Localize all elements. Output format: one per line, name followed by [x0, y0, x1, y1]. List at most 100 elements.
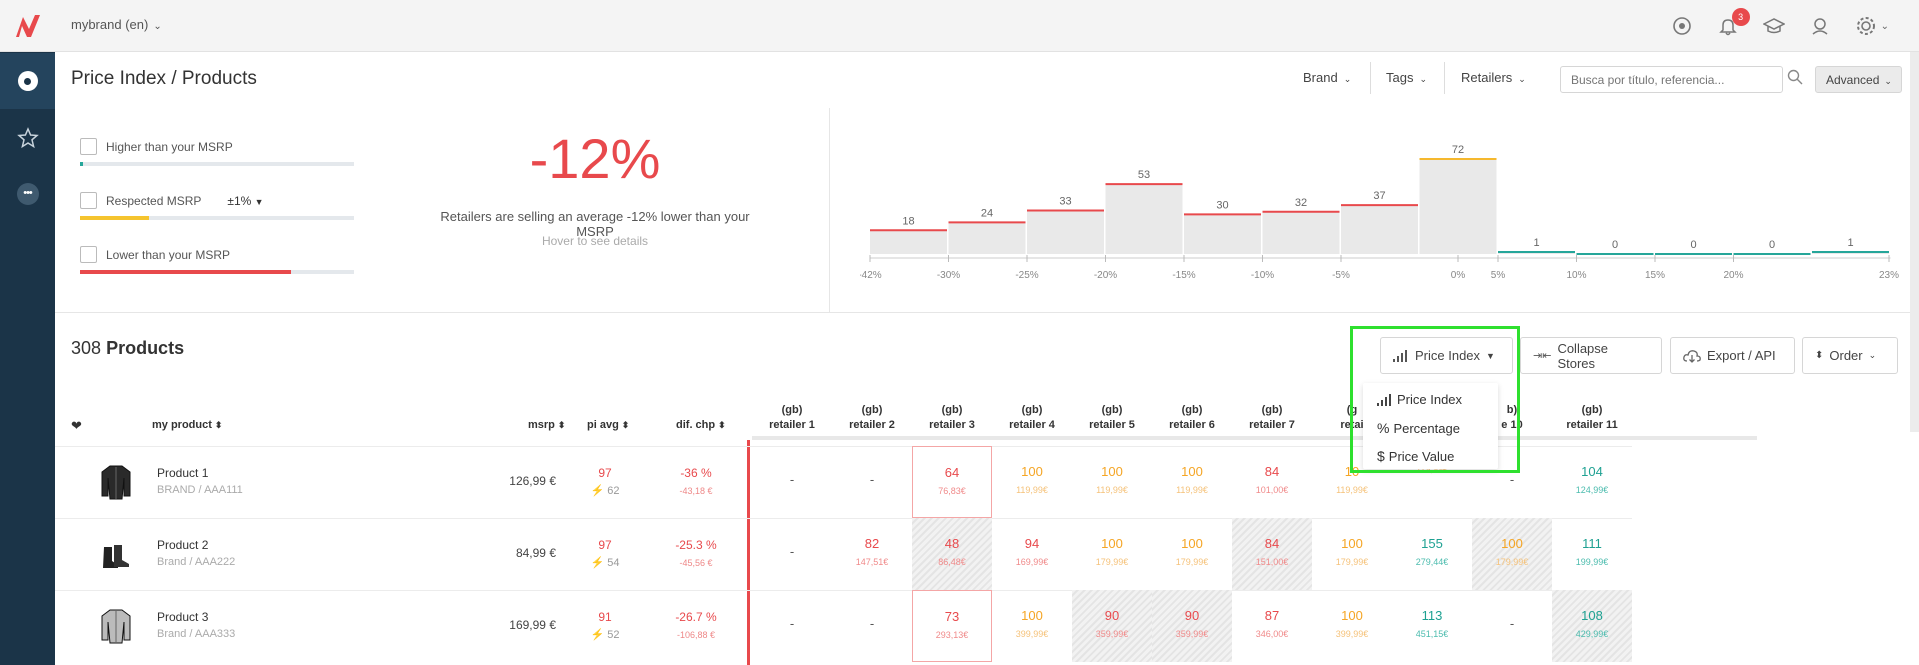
graduation-cap-icon[interactable] — [1762, 15, 1785, 37]
retailer-cell[interactable]: 100 179,99€ — [1312, 518, 1392, 590]
histogram-value-label: 0 — [1690, 239, 1696, 251]
filter-lower[interactable]: Lower than your MSRP — [80, 246, 230, 263]
histogram-bin[interactable]: 18 — [870, 215, 947, 254]
collapse-stores-button[interactable]: ⇥⇤ Collapse Stores — [1520, 337, 1662, 374]
retailer-cell[interactable]: 48 86,48€ — [912, 518, 992, 590]
column-msrp[interactable]: msrp ⬍ — [528, 419, 565, 431]
vertical-scrollbar[interactable] — [1910, 52, 1919, 432]
retailer-cell[interactable]: - — [752, 590, 832, 662]
search-icon[interactable] — [1787, 69, 1803, 85]
support-agent-icon[interactable] — [1809, 15, 1831, 37]
favorite-column-heart-icon[interactable]: ❤ — [71, 418, 82, 433]
price-index-selector[interactable]: Price Index ▼ — [1380, 337, 1513, 374]
settings-menu[interactable]: ⌄ — [1855, 15, 1889, 37]
tags-filter[interactable]: Tags ⌄ — [1386, 70, 1427, 85]
filter-higher[interactable]: Higher than your MSRP — [80, 138, 233, 155]
retailer-cell[interactable]: 100 119,99€ — [1072, 446, 1152, 518]
column-dif-chp[interactable]: dif. chp ⬍ — [676, 419, 726, 431]
brand-selector[interactable]: mybrand (en) ⌄ — [71, 17, 162, 32]
retailer-column-header[interactable]: (gb) retailer 11 — [1552, 403, 1632, 433]
retailer-cell[interactable]: 82 147,51€ — [832, 518, 912, 590]
retailer-cell[interactable]: 119,99€ — [1392, 446, 1472, 518]
retailer-column-header[interactable]: (gb) retailer 1 — [752, 403, 832, 433]
product-name[interactable]: Product 3 — [157, 610, 209, 624]
histogram-bin[interactable]: 0 — [1576, 239, 1654, 255]
column-my-product[interactable]: my product ⬍ — [152, 419, 222, 431]
retailer-cell[interactable]: - — [1472, 446, 1552, 518]
product-name[interactable]: Product 2 — [157, 538, 209, 552]
histogram-bin[interactable]: 53 — [1105, 169, 1183, 254]
advanced-button[interactable]: Advanced ⌄ — [1815, 66, 1902, 93]
retailer-cell[interactable]: 113 451,15€ — [1392, 590, 1472, 662]
signal-bars-icon — [1377, 393, 1391, 406]
retailer-column-header[interactable]: (gb) retailer 2 — [832, 403, 912, 433]
brand-logo[interactable] — [14, 13, 42, 39]
higher-checkbox[interactable] — [80, 138, 97, 155]
retailer-cell[interactable]: 87 346,00€ — [1232, 590, 1312, 662]
histogram-bin[interactable]: 72 — [1419, 144, 1497, 254]
retailer-column-header[interactable]: (gb) retailer 5 — [1072, 403, 1152, 433]
retailer-cell[interactable]: - — [752, 518, 832, 590]
sidebar-item-more[interactable]: ••• — [0, 166, 55, 222]
cell-index: 64 — [944, 465, 960, 480]
lower-checkbox[interactable] — [80, 246, 97, 263]
retailer-cell[interactable]: 104 124,99€ — [1552, 446, 1632, 518]
column-pi-avg[interactable]: pi avg ⬍ — [587, 419, 629, 431]
filter-respected[interactable]: Respected MSRP ±1% ▼ — [80, 192, 264, 209]
retailer-cell[interactable]: - — [832, 590, 912, 662]
search-input[interactable] — [1560, 66, 1783, 93]
sidebar-item-favorites[interactable] — [0, 110, 55, 166]
retailer-cell[interactable]: 100 179,99€ — [1072, 518, 1152, 590]
retailer-column-header[interactable]: (gb) retailer 7 — [1232, 403, 1312, 433]
dropdown-item-percentage[interactable]: % Percentage — [1377, 420, 1460, 436]
histogram-bin[interactable]: 33 — [1027, 195, 1104, 254]
retailer-cell[interactable]: 90 359,99€ — [1072, 590, 1152, 662]
retailer-cell[interactable]: 100 399,99€ — [1312, 590, 1392, 662]
retailer-cell[interactable]: 94 169,99€ — [992, 518, 1072, 590]
respected-checkbox[interactable] — [80, 192, 97, 209]
retailer-cell[interactable]: 100 399,99€ — [992, 590, 1072, 662]
retailer-cell[interactable]: 84 101,00€ — [1232, 446, 1312, 518]
histogram-tick-label: -25% — [1015, 270, 1038, 281]
retailer-cell[interactable]: 100 119,99€ — [992, 446, 1072, 518]
brand-filter[interactable]: Brand ⌄ — [1303, 70, 1351, 85]
order-button[interactable]: ⬍ Order ⌄ — [1802, 337, 1898, 374]
dropdown-item-price-value[interactable]: $ Price Value — [1377, 448, 1454, 464]
histogram-bin[interactable]: 37 — [1341, 190, 1418, 254]
retailer-cell[interactable]: 111 199,99€ — [1552, 518, 1632, 590]
histogram-bin[interactable]: 32 — [1262, 197, 1340, 254]
retailer-cell[interactable]: 73 293,13€ — [912, 590, 992, 662]
histogram-bin[interactable]: 0 — [1733, 239, 1811, 255]
retailer-cell[interactable]: 100 179,99€ — [1472, 518, 1552, 590]
retailer-cell[interactable]: 90 359,99€ — [1152, 590, 1232, 662]
histogram-bin[interactable]: 0 — [1655, 239, 1732, 255]
retailer-cell[interactable]: 108 429,99€ — [1552, 590, 1632, 662]
retailer-column-header[interactable]: (gb) retailer 3 — [912, 403, 992, 433]
retailer-column-header[interactable]: (gb) retailer 4 — [992, 403, 1072, 433]
cell-price: 119,99€ — [1176, 485, 1208, 495]
product-name[interactable]: Product 1 — [157, 466, 209, 480]
retailer-column-header[interactable]: (gb) retailer 6 — [1152, 403, 1232, 433]
histogram-bin[interactable]: 1 — [1812, 237, 1889, 254]
sidebar-item-dashboard[interactable] — [0, 53, 55, 109]
retailers-filter[interactable]: Retailers ⌄ — [1461, 70, 1526, 85]
retailer-cell[interactable]: - — [832, 446, 912, 518]
retailer-cell[interactable]: - — [1472, 590, 1552, 662]
retailer-cell[interactable]: 100 119,99€ — [1152, 446, 1232, 518]
retailer-cell[interactable]: 155 279,44€ — [1392, 518, 1472, 590]
histogram-bin[interactable]: 30 — [1184, 199, 1261, 254]
tolerance-select[interactable]: ±1% ▼ — [227, 194, 263, 208]
retailer-cell[interactable]: 84 151,00€ — [1232, 518, 1312, 590]
retailer-cell[interactable]: 100 179,99€ — [1152, 518, 1232, 590]
horizontal-scrollbar[interactable] — [752, 436, 1757, 440]
chrome-icon[interactable] — [1671, 15, 1693, 37]
retailer-cell[interactable]: 64 76,83€ — [912, 446, 992, 518]
histogram-bin[interactable]: 1 — [1498, 237, 1575, 254]
notifications-button[interactable]: 3 — [1717, 8, 1750, 37]
export-api-button[interactable]: Export / API — [1670, 337, 1795, 374]
dropdown-item-price-index[interactable]: Price Index — [1377, 392, 1462, 407]
advanced-label: Advanced — [1826, 73, 1880, 87]
retailer-cell[interactable]: - — [752, 446, 832, 518]
histogram-bar — [1027, 210, 1104, 254]
histogram-bin[interactable]: 24 — [948, 207, 1026, 254]
